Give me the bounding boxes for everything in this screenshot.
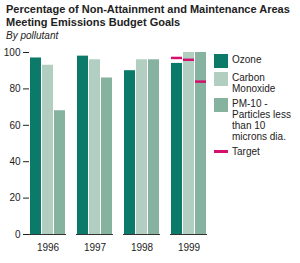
html-text:By pollutant: By pollutant — [6, 30, 59, 41]
svg-text:60: 60 — [9, 120, 21, 131]
svg-text:40: 40 — [9, 156, 21, 167]
svg-text:20: 20 — [9, 192, 21, 203]
html-text:Carbon Monoxide: Carbon Monoxide — [232, 72, 276, 94]
html-text:PM-10 -Particles less than 10: PM-10 -Particles less than 10 microns di… — [232, 98, 291, 142]
svg-text:1998: 1998 — [131, 242, 154, 253]
svg-text:0: 0 — [15, 229, 21, 240]
svg-text:1996: 1996 — [37, 242, 60, 253]
html-text:Target: Target — [232, 146, 260, 157]
html-text:Ozone: Ozone — [232, 54, 262, 65]
svg-text:100: 100 — [4, 47, 21, 58]
svg-text:1999: 1999 — [178, 242, 201, 253]
svg-text:1997: 1997 — [84, 242, 107, 253]
html-text:Percentage of Non-Attainment a: Percentage of Non-Attainment and Mainten… — [6, 3, 290, 28]
svg-text:80: 80 — [9, 83, 21, 94]
